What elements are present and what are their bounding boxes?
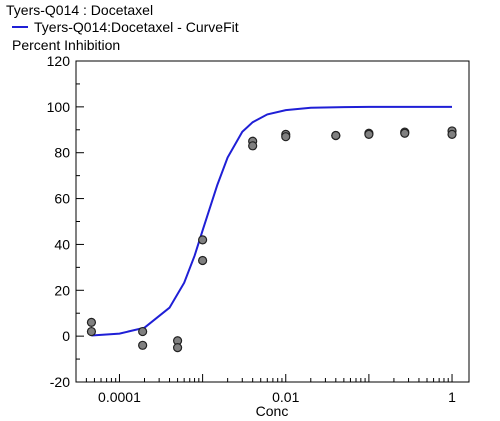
y-axis-label: Percent Inhibition (12, 37, 121, 53)
data-point (198, 235, 208, 245)
x-axis-label: Conc (256, 403, 289, 419)
data-point (364, 129, 374, 139)
x-tick-label: 0.01 (272, 389, 299, 405)
y-tick-label: 20 (54, 282, 70, 298)
y-tick-label: -20 (50, 374, 70, 390)
y-axis: -20 0 20 40 60 80 100 120 (47, 53, 84, 390)
legend: Tyers-Q014:Docetaxel - CurveFit (6, 19, 239, 35)
x-tick-label: 1 (448, 389, 456, 405)
data-point (400, 128, 410, 138)
y-tick-label: 100 (47, 99, 71, 115)
data-point (281, 132, 291, 142)
data-point (172, 343, 183, 353)
data-point (447, 129, 457, 139)
legend-entry-curvefit: Tyers-Q014:Docetaxel - CurveFit (34, 19, 239, 35)
data-points (86, 126, 457, 353)
curve-fit-line (91, 105, 452, 337)
data-point (86, 317, 97, 327)
x-axis: 0.0001 0.01 1 (75, 374, 456, 405)
data-point (138, 340, 148, 350)
plot-frame (75, 60, 470, 383)
x-tick-label: 0.0001 (98, 389, 141, 405)
y-tick-label: 60 (54, 191, 70, 207)
data-point (86, 326, 97, 337)
y-tick-label: 80 (54, 145, 70, 161)
y-tick-label: 40 (54, 236, 70, 252)
legend-line-swatch (12, 26, 28, 28)
y-tick-label: 0 (62, 328, 70, 344)
chart-title: Tyers-Q014 : Docetaxel (6, 2, 154, 18)
y-tick-label: 120 (47, 53, 71, 69)
data-point (198, 255, 208, 266)
data-point (248, 141, 258, 151)
data-point (138, 326, 148, 337)
data-point (331, 130, 341, 141)
